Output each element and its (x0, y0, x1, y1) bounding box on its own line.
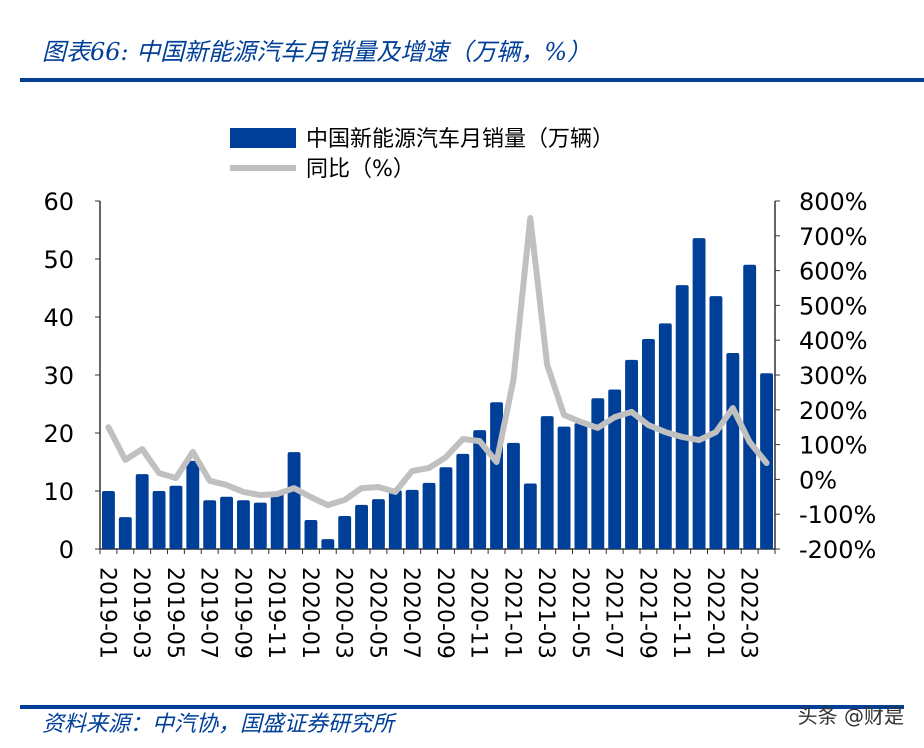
legend-line-label: 同比（%） (306, 157, 415, 182)
left-tick-label: 0 (59, 536, 74, 564)
bar-2020-10 (456, 453, 470, 549)
x-tick-label: 2020-01 (297, 567, 322, 659)
bar-2020-08 (422, 482, 436, 549)
bar-2020-04 (355, 504, 368, 549)
right-tick-label: 800% (799, 188, 868, 216)
bar-2021-09 (642, 339, 655, 549)
x-tick-label: 2021-01 (499, 567, 524, 659)
bar-2020-02 (321, 539, 335, 549)
x-tick-label: 2020-11 (466, 567, 491, 659)
right-tick-label: 700% (799, 223, 868, 251)
right-tick-label: 600% (799, 258, 868, 286)
title-divider (20, 78, 924, 82)
bar-2019-11 (270, 492, 284, 549)
bar-2019-05 (169, 485, 183, 549)
right-tick-label: 300% (799, 362, 868, 390)
x-tick-label: 2021-11 (668, 567, 693, 659)
left-tick-label: 40 (43, 304, 74, 332)
bar-2020-07 (405, 489, 419, 549)
bar-2020-05 (372, 499, 385, 549)
x-tick-label: 2019-05 (162, 567, 187, 659)
x-tick-label: 2020-07 (398, 567, 423, 659)
left-tick-label: 60 (43, 188, 74, 216)
x-tick-label: 2021-09 (634, 567, 659, 659)
bar-2021-03 (540, 416, 554, 549)
bar-2019-02 (118, 517, 132, 549)
chart-title: 图表66: 中国新能源汽车月销量及增速（万辆，%） (42, 38, 592, 66)
x-tick-label: 2020-09 (432, 567, 457, 659)
left-tick-label: 10 (43, 478, 74, 506)
left-tick-label: 20 (43, 420, 74, 448)
right-tick-label: 0% (799, 466, 837, 494)
bar-2022-02 (726, 352, 740, 549)
bar-2020-09 (439, 467, 453, 549)
bar-2021-10 (658, 323, 672, 549)
legend-bar-swatch (230, 128, 296, 148)
x-tick-label: 2019-07 (196, 567, 221, 659)
left-tick-label: 30 (43, 362, 74, 390)
bar-2020-06 (388, 490, 402, 549)
right-tick-label: 200% (799, 397, 868, 425)
bar-2019-09 (237, 500, 250, 549)
x-tick-label: 2021-05 (567, 567, 592, 659)
right-tick-label: -100% (799, 501, 876, 529)
bar-2021-04 (557, 426, 571, 549)
chart-svg: 0 10 20 30 40 50 60 -200% -100% 0% 100% 200% 300% 400… (43, 127, 876, 659)
right-tick-label: 100% (799, 432, 868, 460)
bar-2021-06 (591, 398, 605, 549)
x-tick-label: 2020-05 (364, 567, 389, 659)
watermark: 头条 @财是 (797, 704, 904, 728)
bar-2019-01 (102, 491, 115, 549)
bar-2022-01 (709, 296, 723, 549)
bar-2021-11 (675, 285, 689, 549)
source-note: 资料来源：中汽协，国盛证券研究所 (42, 712, 395, 737)
bar-2019-08 (220, 496, 233, 549)
bar-2019-10 (253, 502, 267, 549)
bar-2019-06 (186, 460, 200, 549)
bar-2019-12 (287, 452, 301, 549)
footer-divider (20, 705, 904, 709)
bar-2020-01 (304, 520, 318, 549)
x-tick-label: 2021-07 (601, 567, 626, 659)
bar-2021-08 (625, 359, 638, 549)
x-tick-label: 2022-01 (702, 567, 727, 659)
x-tick-label: 2022-03 (736, 567, 761, 659)
bar-2022-03 (743, 264, 757, 549)
left-tick-label: 50 (43, 246, 74, 274)
bar-2019-03 (135, 474, 149, 549)
x-tick-label: 2020-03 (331, 567, 356, 659)
bar-2021-12 (692, 238, 706, 549)
bar-2020-03 (338, 515, 352, 549)
bar-2021-01 (507, 442, 520, 549)
bar-2020-12 (490, 402, 503, 549)
right-tick-label: 500% (799, 292, 868, 320)
x-tick-label: 2019-03 (128, 567, 153, 659)
bar-2021-05 (574, 423, 588, 549)
bar-2021-02 (523, 483, 537, 549)
x-tick-label: 2019-11 (263, 567, 288, 659)
x-tick-label: 2019-01 (94, 567, 119, 659)
bar-2021-07 (608, 389, 622, 549)
x-tick-label: 2021-03 (533, 567, 558, 659)
right-tick-label: 400% (799, 327, 868, 355)
bar-2019-04 (152, 491, 166, 549)
bar-2020-11 (473, 430, 487, 549)
x-tick-label: 2019-09 (229, 567, 254, 659)
yoy-line (105, 215, 770, 509)
legend-bar-label: 中国新能源汽车月销量（万辆） (306, 127, 614, 152)
right-tick-label: -200% (799, 536, 876, 564)
bar-2019-07 (203, 500, 217, 549)
